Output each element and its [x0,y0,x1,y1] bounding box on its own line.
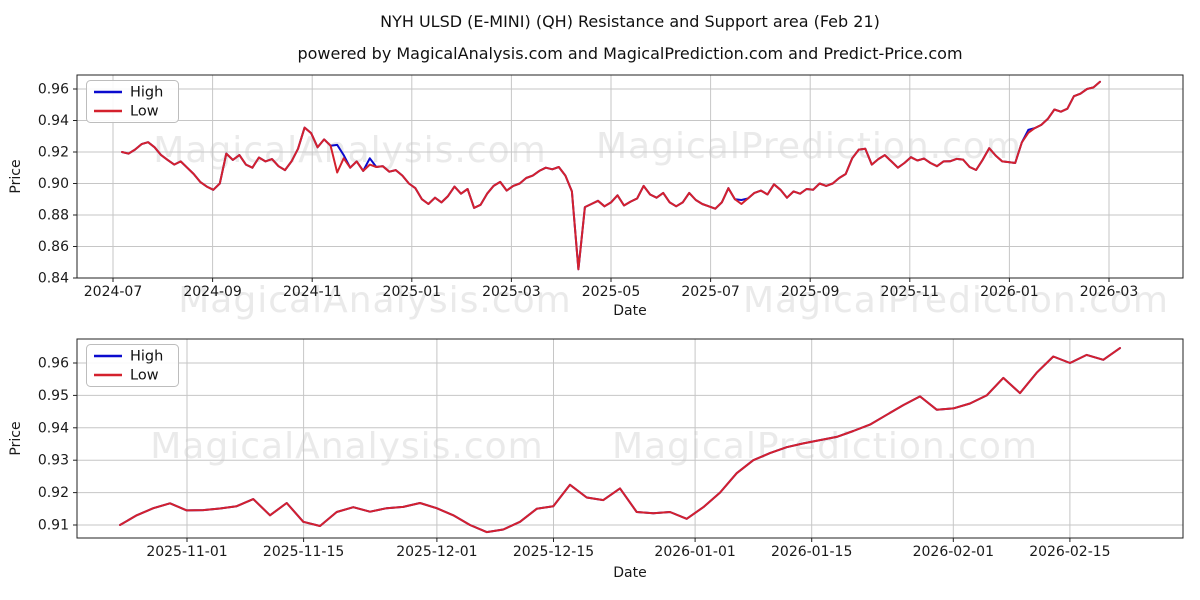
low-series-line [121,80,1101,271]
watermark-text: MagicalAnalysis.com [150,426,543,467]
y-tick-label: 0.94 [38,113,69,129]
bottom-chart-legend: High Low [86,344,179,387]
x-tick-label: 2025-12-01 [396,544,477,560]
y-tick-label: 0.96 [38,356,69,372]
watermark-text: MagicalAnalysis.com [178,280,571,321]
y-tick-label: 0.91 [38,518,69,534]
x-tick-label: 2025-01 [383,284,442,300]
watermark-text: MagicalPrediction.com [743,280,1169,321]
x-tick-label: 2024-11 [283,284,342,300]
x-tick-label: 2024-07 [84,284,143,300]
low-series-line [119,347,1121,534]
page-title: NYH ULSD (E-MINI) (QH) Resistance and Su… [380,12,880,31]
x-tick-label: 2026-03 [1080,284,1139,300]
y-tick-label: 0.93 [38,453,69,469]
x-tick-label: 2024-09 [183,284,242,300]
x-tick-label: 2025-12-15 [513,544,594,560]
x-tick-label: 2026-02-15 [1029,544,1110,560]
y-tick-label: 0.92 [38,485,69,501]
bottom-chart-y-axis-label: Price [8,421,24,455]
y-tick-label: 0.95 [38,388,69,404]
watermark-text: MagicalPrediction.com [612,426,1038,467]
x-tick-label: 2025-03 [482,284,541,300]
x-tick-label: 2025-11 [881,284,940,300]
x-tick-label: 2025-11-01 [146,544,227,560]
y-tick-label: 0.96 [38,82,69,98]
legend-low-label: Low [130,368,159,384]
bottom-chart-x-axis-label: Date [613,565,646,581]
bottom-chart: MagicalAnalysis.com MagicalPrediction.com… [38,338,1184,560]
legend-high-label: High [130,349,163,365]
watermark-text: MagicalPrediction.com [596,126,1022,167]
plot-frame [76,74,1184,279]
x-tick-label: 2025-11-15 [263,544,344,560]
page-subtitle: powered by MagicalAnalysis.com and Magic… [297,44,962,63]
x-tick-label: 2025-05 [582,284,641,300]
y-tick-label: 0.84 [38,271,69,287]
y-tick-label: 0.88 [38,208,69,224]
top-chart-y-axis-label: Price [8,159,24,193]
legend-high-label: High [130,85,163,101]
x-tick-label: 2025-07 [681,284,740,300]
legend-low-label: Low [130,104,159,120]
x-tick-label: 2025-09 [781,284,840,300]
top-chart-legend: High Low [86,80,179,123]
y-tick-label: 0.92 [38,145,69,161]
y-tick-label: 0.86 [38,239,69,255]
y-tick-label: 0.90 [38,176,69,192]
plot-frame [76,338,1184,539]
x-tick-label: 2026-01-15 [771,544,852,560]
top-chart-x-axis-label: Date [613,303,646,319]
y-tick-label: 0.94 [38,420,69,436]
x-tick-label: 2026-01-01 [654,544,735,560]
top-chart: MagicalAnalysis.com MagicalPrediction.com… [38,74,1184,321]
x-tick-label: 2026-02-01 [913,544,994,560]
x-tick-label: 2026-01 [980,284,1039,300]
